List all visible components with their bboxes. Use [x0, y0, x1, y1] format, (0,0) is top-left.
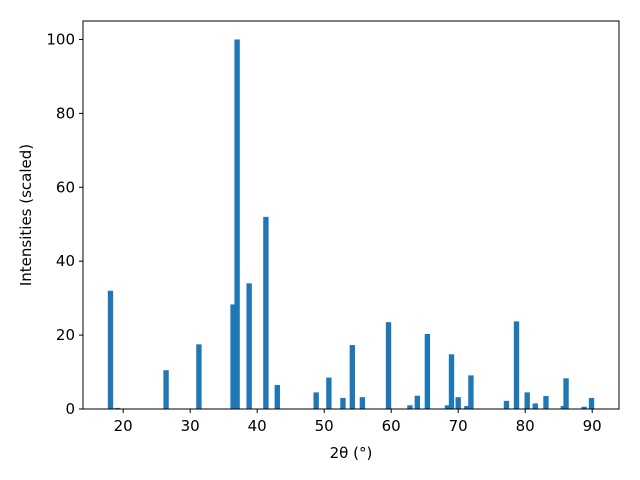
bar: [326, 377, 332, 409]
y-tick-label: 20: [56, 326, 75, 344]
bar: [424, 333, 431, 409]
y-tick-label: 80: [56, 104, 75, 122]
bar: [196, 344, 202, 409]
bar: [532, 403, 538, 409]
bar: [230, 304, 236, 409]
bar: [107, 290, 114, 409]
bar: [274, 384, 280, 409]
y-tick-label: 0: [65, 400, 75, 418]
x-tick-label: 40: [248, 417, 267, 435]
y-tick-label: 40: [56, 252, 75, 270]
y-axis-label: Intensities (scaled): [17, 144, 35, 286]
bar: [349, 345, 356, 409]
bar: [359, 397, 366, 409]
bar: [448, 354, 455, 409]
bar: [234, 39, 240, 409]
bar: [444, 405, 451, 409]
plot-frame: [82, 20, 620, 410]
x-tick-label: 80: [516, 417, 535, 435]
bar: [407, 405, 413, 409]
bar: [503, 400, 510, 409]
bar: [543, 396, 549, 409]
x-tick-label: 30: [181, 417, 200, 435]
bar: [588, 397, 595, 409]
bar: [464, 406, 470, 409]
bar: [581, 406, 587, 409]
x-tick-label: 90: [583, 417, 602, 435]
bar: [563, 378, 569, 409]
bar: [246, 283, 252, 409]
x-tick-label: 70: [449, 417, 468, 435]
bar: [263, 216, 269, 409]
bar: [163, 370, 169, 409]
bar: [385, 322, 392, 409]
bar: [313, 392, 319, 409]
x-tick-label: 20: [114, 417, 133, 435]
x-tick-label: 60: [382, 417, 401, 435]
x-tick-label: 50: [315, 417, 334, 435]
bar: [114, 407, 120, 409]
bar: [513, 321, 520, 409]
bar: [524, 392, 530, 409]
bar: [414, 395, 421, 409]
y-tick-label: 100: [46, 30, 75, 48]
bar: [455, 397, 461, 409]
y-tick-label: 60: [56, 178, 75, 196]
bar: [340, 397, 346, 409]
x-axis-label: 2θ (°): [330, 444, 373, 462]
bar: [468, 375, 474, 409]
